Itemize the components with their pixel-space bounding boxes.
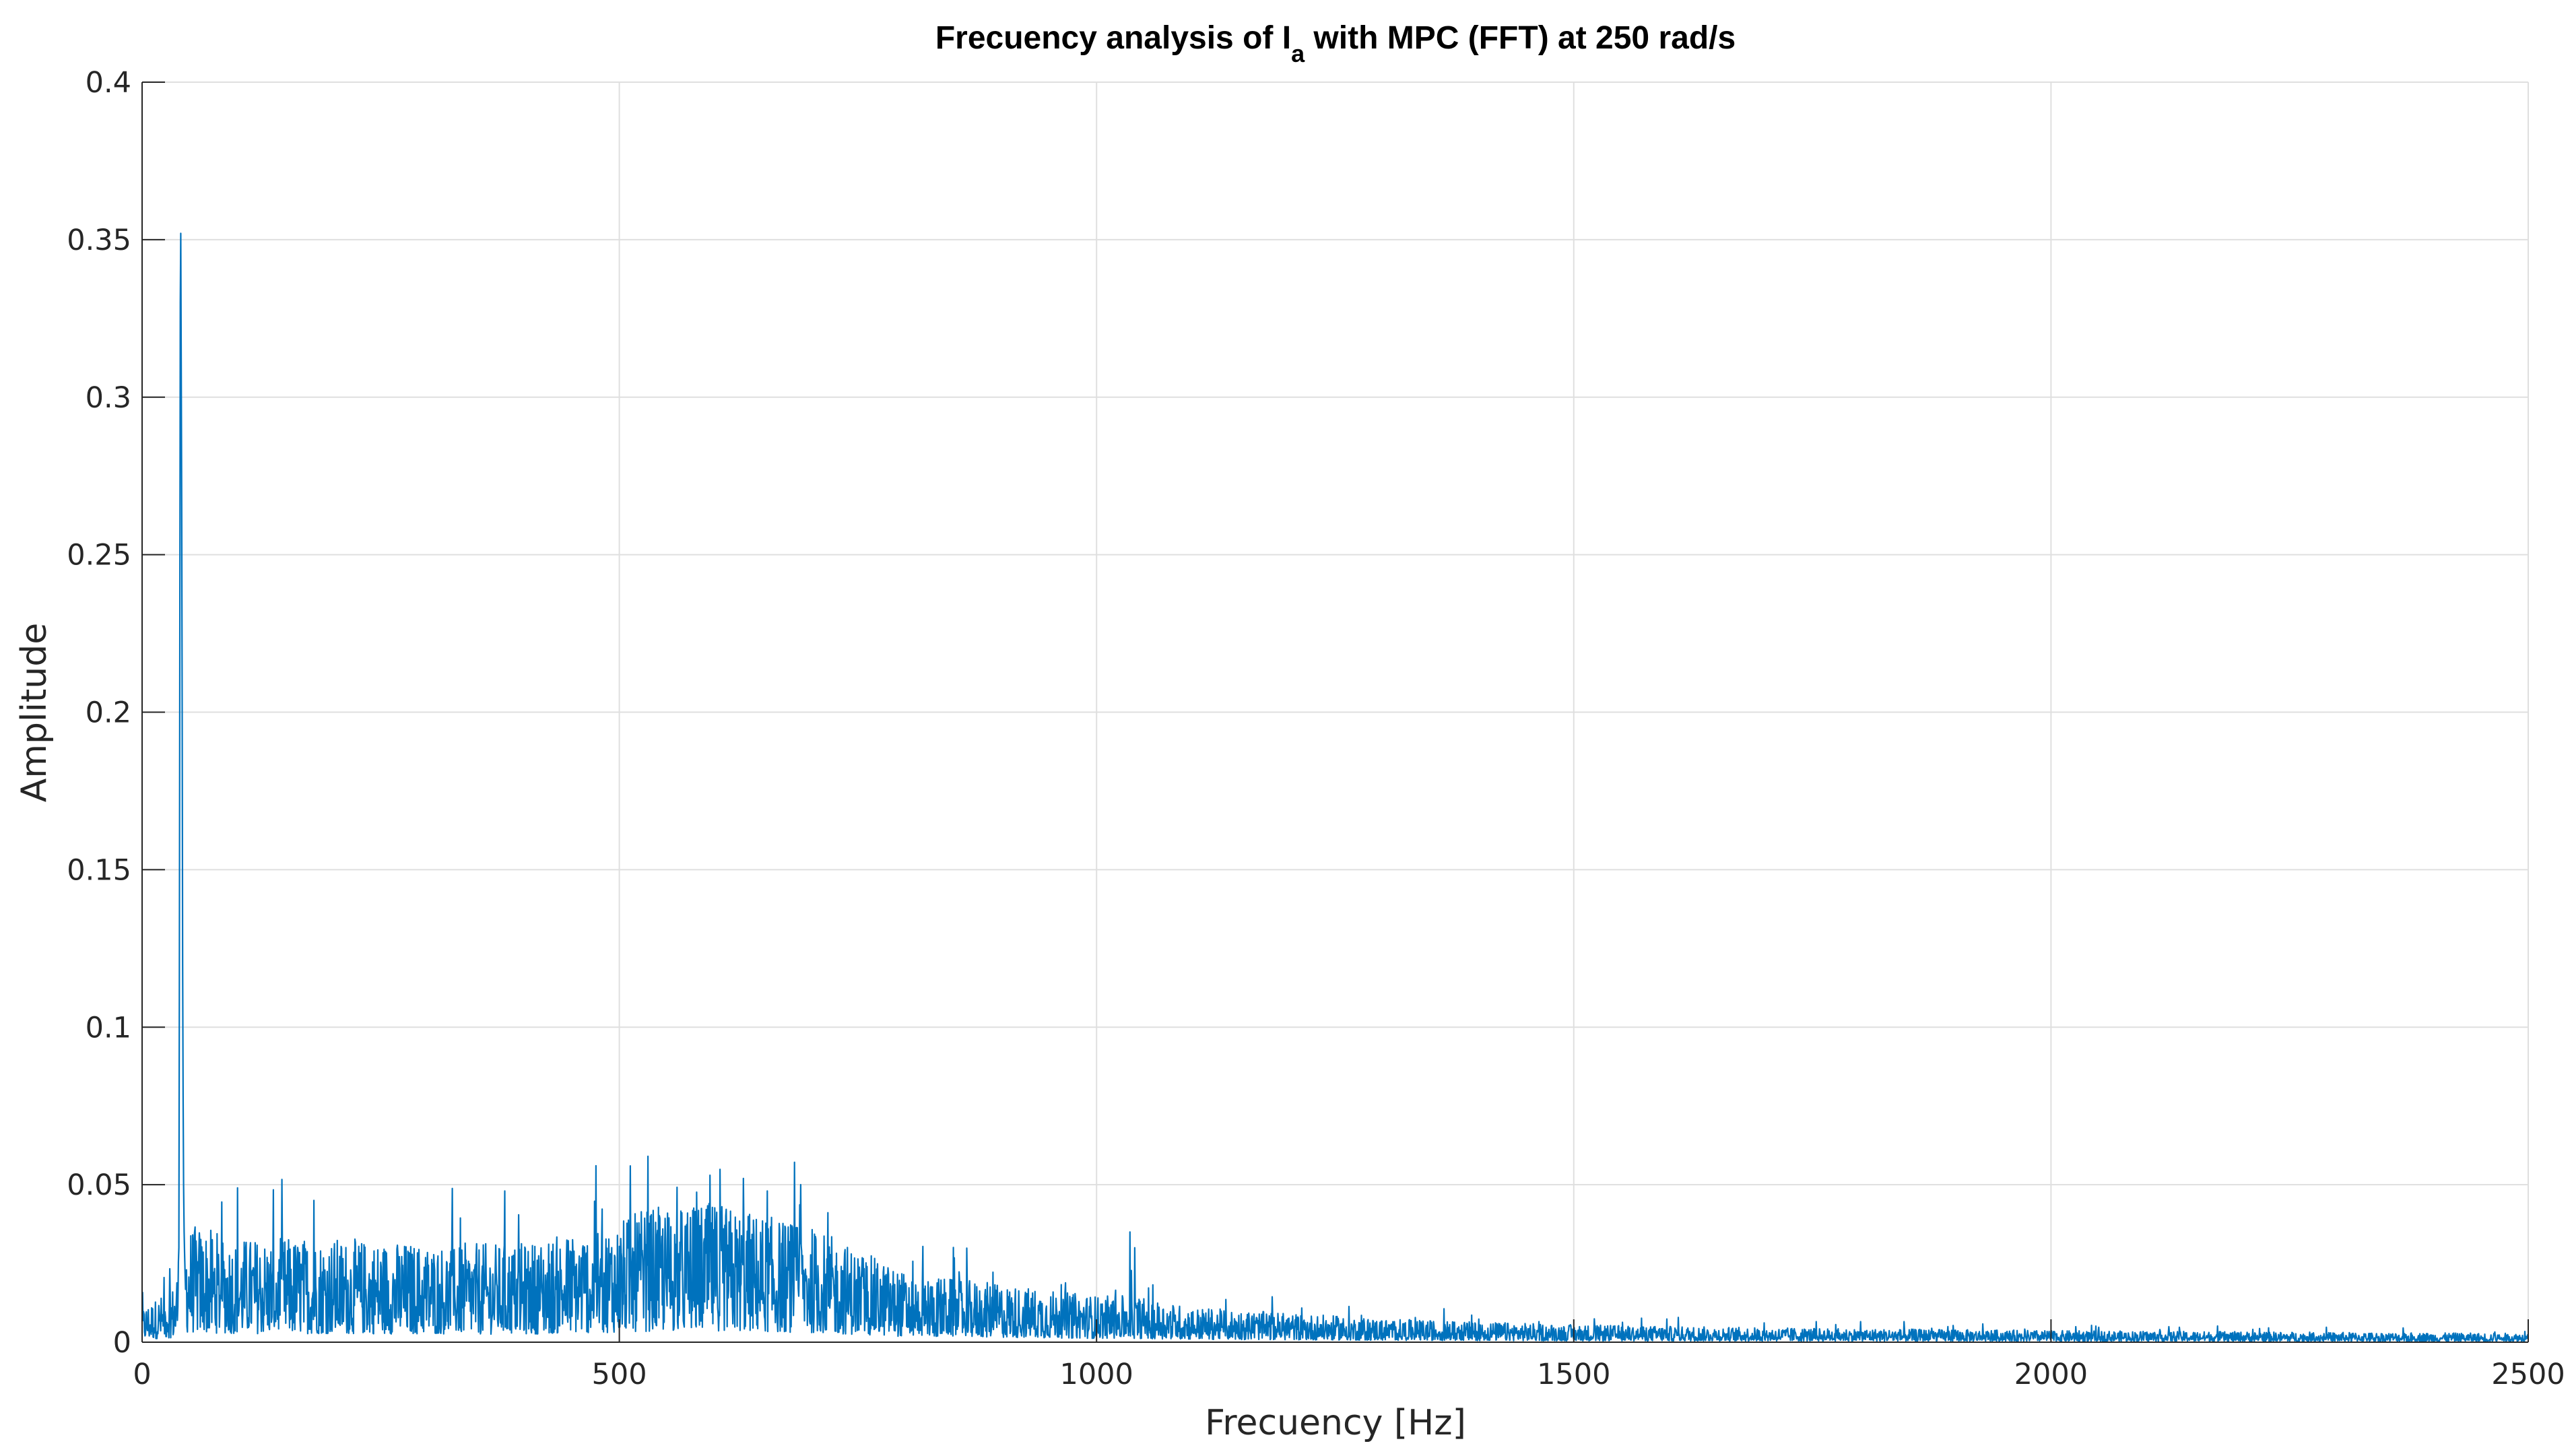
y-tick-label: 0 bbox=[113, 1326, 131, 1360]
y-tick-label: 0.3 bbox=[86, 381, 131, 415]
x-axis-ticks: 0 500 1000 1500 2000 2500 bbox=[133, 1319, 2565, 1391]
x-tick-label: 2000 bbox=[2014, 1358, 2088, 1391]
y-tick-label: 0.4 bbox=[86, 66, 131, 100]
y-tick-label: 0.35 bbox=[67, 224, 131, 257]
x-tick-label: 1000 bbox=[1059, 1358, 1133, 1391]
y-tick-label: 0.1 bbox=[86, 1011, 131, 1045]
y-tick-label: 0.2 bbox=[86, 696, 131, 730]
x-tick-label: 2500 bbox=[2491, 1358, 2565, 1391]
amplitude-series-line bbox=[141, 232, 2530, 1342]
y-tick-label: 0.05 bbox=[67, 1168, 131, 1202]
grid-lines bbox=[142, 81, 2529, 1342]
y-axis-ticks: 0 0.05 0.1 0.15 0.2 0.25 0.3 0.35 0.4 bbox=[67, 66, 165, 1360]
chart-title-rest: with MPC (FFT) at 250 rad/s bbox=[1305, 20, 1736, 56]
chart-title-subscript: a bbox=[1291, 40, 1305, 67]
x-tick-label: 500 bbox=[592, 1358, 647, 1391]
x-tick-label: 0 bbox=[133, 1358, 151, 1391]
x-axis-label: Frecuency [Hz] bbox=[1205, 1403, 1466, 1443]
y-tick-label: 0.15 bbox=[67, 853, 131, 887]
y-tick-label: 0.25 bbox=[67, 539, 131, 572]
x-tick-label: 1500 bbox=[1537, 1358, 1610, 1391]
y-axis-label: Amplitude bbox=[14, 623, 55, 802]
chart-title: Frecuency analysis of Ia with MPC (FFT) … bbox=[935, 20, 1736, 67]
chart-title-main: Frecuency analysis of I bbox=[935, 20, 1291, 56]
